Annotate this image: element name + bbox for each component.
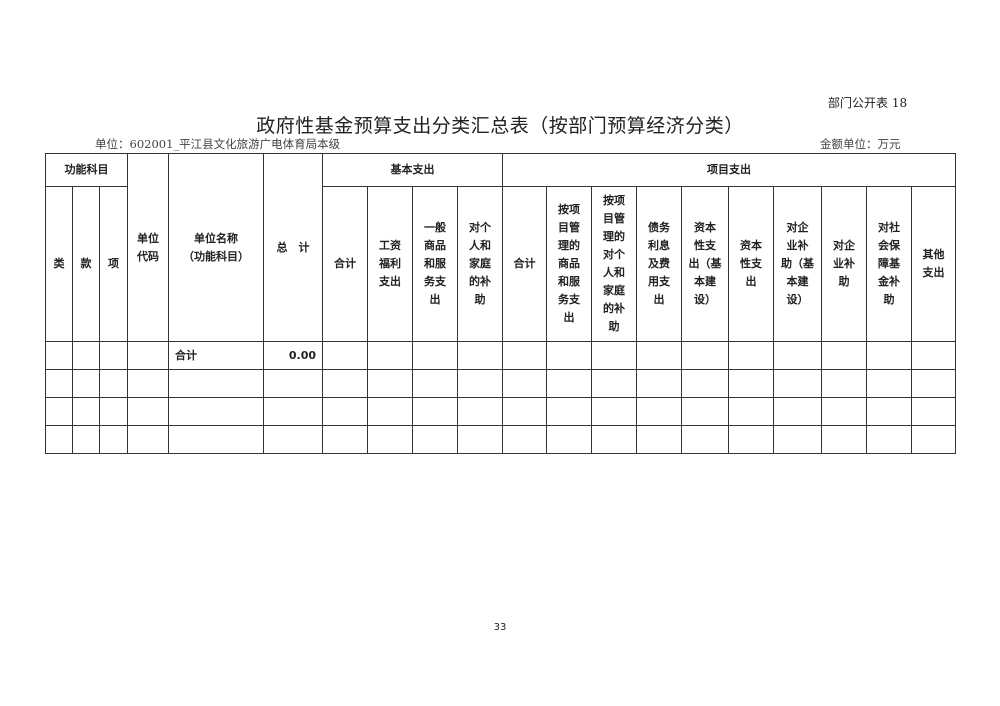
- page-title: 政府性基金预算支出分类汇总表（按部门预算经济分类）: [256, 115, 744, 137]
- header-func: 功能科目: [45, 153, 128, 187]
- header-basic-col: 对个 人和 家庭 的补 助: [457, 186, 503, 342]
- header-project-col: 对企 业补 助: [821, 186, 867, 342]
- header-total: 总 计: [263, 153, 323, 342]
- header-project: 项目支出: [502, 153, 956, 187]
- table-row: [45, 369, 956, 398]
- header-project-col: 债务 利息 及费 用支 出: [636, 186, 682, 342]
- header-project-col: 按项 目管 理的 对个 人和 家庭 的补 助: [591, 186, 637, 342]
- header-project-col: 其他 支出: [911, 186, 956, 342]
- header-project-col: 资本 性支 出（基 本建 设）: [681, 186, 729, 342]
- unit-label: 单位：602001_平江县文化旅游广电体育局本级: [95, 137, 341, 151]
- table-row-total: 合计 0.00: [45, 341, 956, 370]
- header-kuan: 款: [72, 186, 100, 342]
- header-code: 单位 代码: [127, 153, 169, 342]
- budget-table: 功能科目 单位 代码 单位名称 （功能科目） 总 计 基本支出 项目支出 类 款…: [45, 153, 956, 454]
- header-project-col: 合计: [502, 186, 547, 342]
- table-tag: 部门公开表 18: [828, 96, 908, 110]
- money-unit-label: 金额单位：万元: [820, 137, 901, 151]
- header-basic-col: 一般 商品 和服 务支 出: [412, 186, 458, 342]
- header-project-col: 资本 性支 出: [728, 186, 774, 342]
- header-project-col: 对企 业补 助（基 本建 设）: [773, 186, 822, 342]
- table-row: [45, 397, 956, 426]
- header-project-col: 按项 目管 理的 商品 和服 务支 出: [546, 186, 592, 342]
- header-project-col: 对社 会保 障基 金补 助: [866, 186, 912, 342]
- header-basic: 基本支出: [322, 153, 503, 187]
- header-basic-col: 工资 福利 支出: [367, 186, 413, 342]
- header-basic-col: 合计: [322, 186, 368, 342]
- header-lei: 类: [45, 186, 73, 342]
- row-name: 合计: [168, 341, 264, 370]
- row-total: 0.00: [263, 341, 323, 370]
- table-row: [45, 425, 956, 454]
- page-number: 33: [493, 622, 507, 633]
- header-name: 单位名称 （功能科目）: [168, 153, 264, 342]
- header-xiang: 项: [99, 186, 128, 342]
